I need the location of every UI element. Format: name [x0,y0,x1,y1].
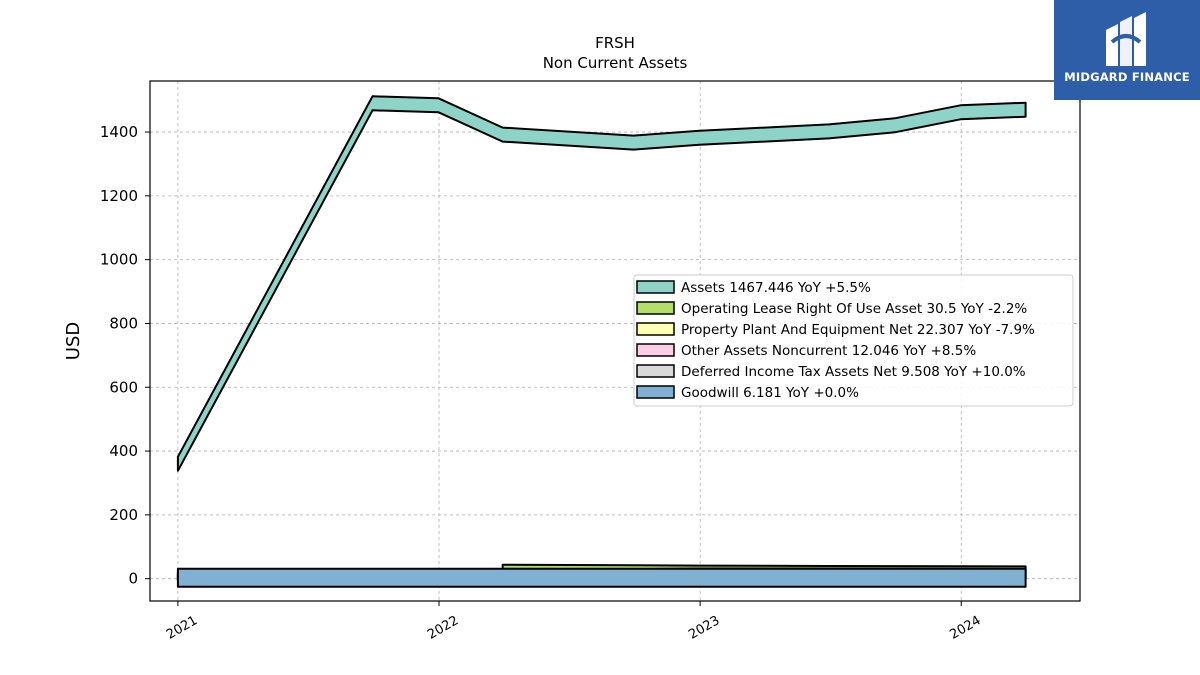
legend-label: Assets 1467.446 YoY +5.5% [681,280,871,296]
series-area [176,567,1027,588]
legend-box [633,274,1074,407]
y-tick-label: 800 [109,314,138,332]
legend-label: Property Plant And Equipment Net 22.307 … [681,322,1035,338]
y-tick-label: 1200 [100,187,138,205]
y-tick-label: 1400 [100,123,138,141]
legend-label: Goodwill 6.181 YoY +0.0% [681,385,859,401]
legend-label: Other Assets Noncurrent 12.046 YoY +8.5% [681,343,976,359]
y-tick-label: 200 [109,506,138,524]
legend-label: Operating Lease Right Of Use Asset 30.5 … [681,301,1027,317]
series-area [176,95,1027,472]
chart-title: FRSH [595,34,635,52]
legend-swatch [636,301,675,315]
legend-label: Deferred Income Tax Assets Net 9.508 YoY… [681,364,1026,380]
plot-frame [149,80,1081,602]
logo-mark-icon [1106,12,1146,66]
logo-text: MIDGARD FINANCE [1064,70,1190,84]
y-axis-label: USD [63,322,84,360]
y-tick-label: 400 [109,442,138,460]
legend-swatch [636,280,675,294]
x-tick-label: 2024 [947,613,983,643]
legend-swatch [636,322,675,336]
y-tick-label: 1000 [100,251,138,269]
chart-subtitle: Non Current Assets [543,54,688,72]
midgard-finance-logo: MIDGARD FINANCE [1054,0,1200,100]
legend-swatch [636,343,675,357]
x-tick-label: 2023 [686,613,722,643]
legend-swatch [636,364,675,378]
y-tick-label: 0 [128,570,138,588]
legend-swatch [636,385,675,399]
x-tick-label: 2022 [425,613,461,643]
y-tick-label: 600 [109,378,138,396]
x-tick-label: 2021 [164,613,200,643]
